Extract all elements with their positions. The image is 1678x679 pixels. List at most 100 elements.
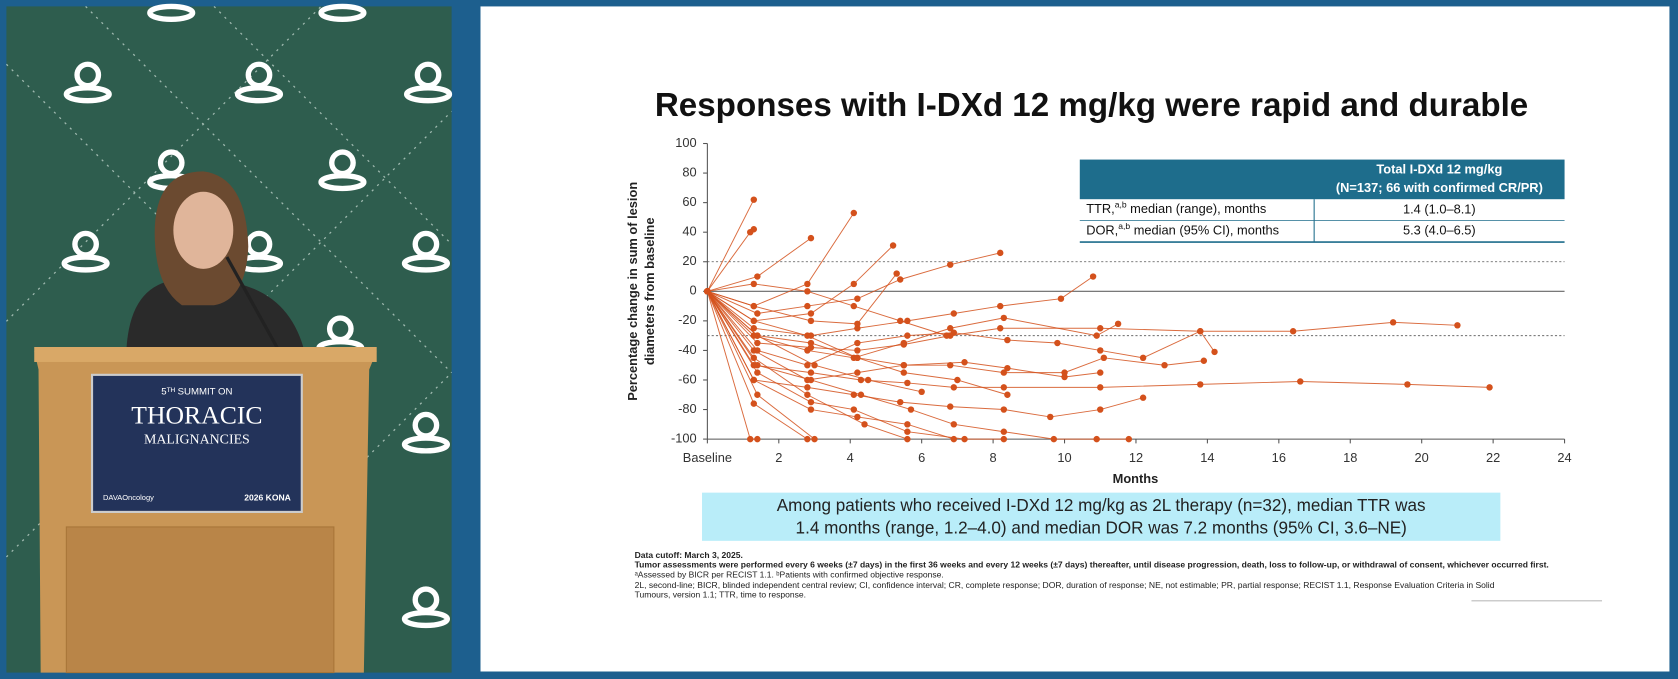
assessment-point <box>854 295 861 302</box>
assessment-point <box>1197 381 1204 388</box>
y-tick-label: 40 <box>682 224 696 239</box>
assessment-point <box>750 226 758 233</box>
assessment-point <box>904 332 911 339</box>
x-tick-label: 20 <box>1415 450 1429 465</box>
patient-line <box>707 283 947 337</box>
speaker-video: 5ᵀᴴ SUMMIT ON THORACIC MALIGNANCIES DAVA… <box>5 3 453 674</box>
slide <box>480 6 1670 672</box>
x-tick-label: 2 <box>775 450 782 465</box>
x-tick-label: 22 <box>1486 450 1500 465</box>
y-tick-label: 80 <box>682 164 696 179</box>
assessment-point <box>1289 327 1297 335</box>
y-tick-label: 0 <box>690 283 697 298</box>
assessment-point <box>804 332 811 339</box>
assessment-point <box>754 391 761 398</box>
x-tick-label: 10 <box>1057 450 1071 465</box>
assessment-point <box>897 276 904 283</box>
x-tick-label: Baseline <box>683 450 732 465</box>
assessment-point <box>747 435 754 443</box>
assessment-point <box>1054 339 1061 347</box>
assessment-point <box>750 280 758 288</box>
sign-text: 5ᵀᴴ SUMMIT ON <box>161 387 232 398</box>
assessment-point <box>1125 435 1133 443</box>
assessment-point <box>1404 381 1411 388</box>
assessment-point <box>1197 327 1204 335</box>
assessment-point <box>750 302 758 310</box>
sign-logo: DAVAOncology <box>103 493 154 502</box>
table-header-text: Total I-DXd 12 mg/kg <box>1376 162 1502 177</box>
assessment-point <box>807 317 815 325</box>
assessment-point <box>750 376 758 384</box>
assessment-point <box>704 288 711 295</box>
callout-text: Among patients who received I-DXd 12 mg/… <box>777 496 1426 515</box>
x-tick-label: 12 <box>1129 450 1143 465</box>
assessment-point <box>754 361 761 369</box>
assessment-point <box>904 421 911 428</box>
assessment-point <box>1000 369 1008 376</box>
assessment-point <box>1004 336 1011 344</box>
assessment-point <box>804 376 811 384</box>
assessment-point <box>854 354 861 362</box>
assessment-point <box>1389 319 1397 326</box>
assessment-point <box>1097 369 1104 376</box>
x-tick-label: 4 <box>847 450 854 465</box>
x-tick-label: 8 <box>990 450 997 465</box>
assessment-point <box>861 421 868 428</box>
patient-line <box>706 291 1144 418</box>
assessment-point <box>1454 322 1461 329</box>
table-value: 5.3 (4.0–6.5) <box>1403 223 1476 238</box>
assessment-point <box>900 369 908 376</box>
assessment-point <box>850 302 858 310</box>
footnote: ᵃAssessed by BICR per RECIST 1.1. ᵇPatie… <box>635 569 944 579</box>
assessment-point <box>1093 332 1100 339</box>
assessment-point <box>854 413 861 421</box>
assessment-point <box>947 261 954 268</box>
assessment-point <box>854 339 861 347</box>
y-tick-label: 100 <box>675 135 696 150</box>
assessment-point <box>1486 384 1493 391</box>
x-tick-label: 16 <box>1272 450 1286 465</box>
label-text: DOR, <box>1086 223 1118 238</box>
assessment-point <box>1004 391 1011 398</box>
assessment-point <box>807 406 815 413</box>
footnote: 2L, second-line; BICR, blinded independe… <box>635 580 1495 590</box>
y-tick-label: -60 <box>678 371 697 386</box>
assessment-point <box>857 391 865 398</box>
assessment-point <box>807 369 815 376</box>
assessment-point <box>804 288 811 295</box>
assessment-point <box>997 302 1004 310</box>
patient-line <box>707 290 1458 351</box>
assessment-point <box>864 376 872 384</box>
assessment-point <box>754 273 761 280</box>
assessment-point <box>804 361 811 369</box>
speaker-body <box>126 280 305 354</box>
assessment-point <box>997 325 1004 332</box>
assessment-point <box>950 421 958 428</box>
assessment-point <box>1000 314 1008 322</box>
assessment-point <box>807 310 815 317</box>
assessment-point <box>754 310 761 317</box>
x-tick-label: 6 <box>918 450 925 465</box>
speaker-face <box>173 191 234 269</box>
assessment-point <box>950 435 958 443</box>
assessment-point <box>1000 435 1008 443</box>
assessment-point <box>750 325 758 332</box>
assessment-point <box>1000 384 1008 391</box>
assessment-point <box>807 234 815 242</box>
patient-line <box>706 291 1129 440</box>
assessment-point <box>804 391 811 398</box>
assessment-point <box>1097 347 1104 354</box>
assessment-point <box>1004 364 1011 372</box>
label-sup: a,b <box>1115 200 1127 210</box>
assessment-point <box>750 354 758 362</box>
y-tick-label: -20 <box>678 312 697 327</box>
assessment-point <box>897 317 904 325</box>
assessment-point <box>961 359 968 366</box>
table-rows: TTR,a,b median (range), months 1.4 (1.0–8… <box>1086 200 1476 238</box>
podium-top <box>34 346 377 362</box>
y-axis-label: Percentage change in sum of lesion <box>625 182 640 401</box>
assessment-point <box>807 344 815 351</box>
assessment-point <box>947 403 954 410</box>
patient-line <box>706 291 1490 388</box>
